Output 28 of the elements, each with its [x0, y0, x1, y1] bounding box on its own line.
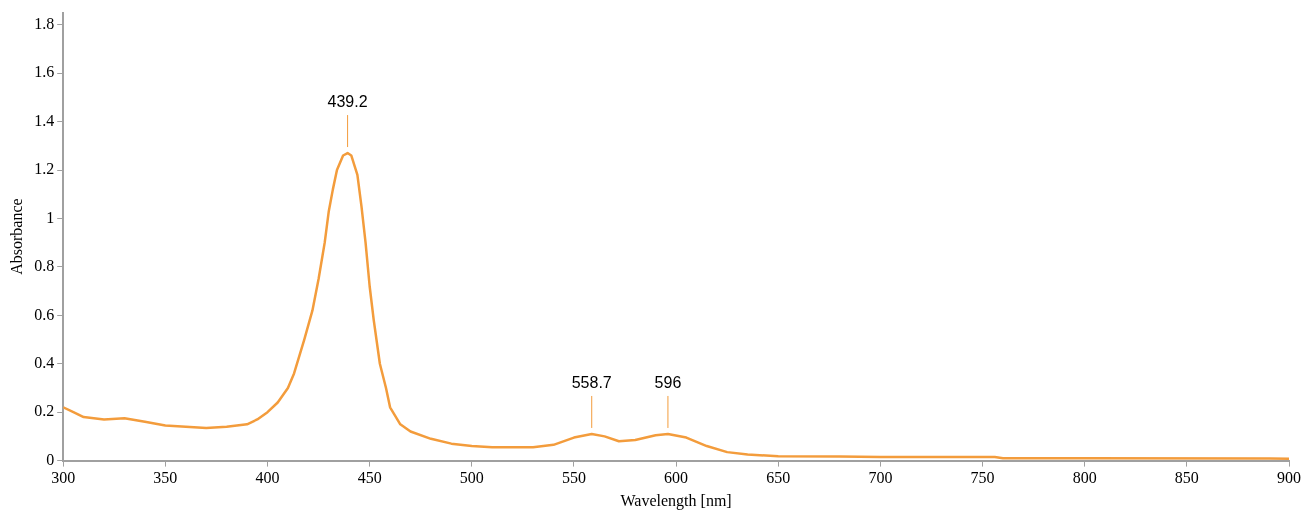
x-tick-label: 350 [153, 469, 178, 487]
x-tick-label: 600 [664, 469, 689, 487]
y-tick-label: 1 [46, 208, 55, 226]
x-tick-label: 400 [255, 469, 280, 487]
y-tick-label: 1.6 [34, 63, 55, 81]
y-axis-title: Absorbance [7, 198, 25, 275]
x-axis-title: Wavelength [nm] [620, 491, 732, 510]
x-tick-label: 850 [1174, 469, 1199, 487]
y-tick-label: 0.6 [34, 305, 55, 323]
y-tick-label: 0.2 [34, 402, 55, 420]
x-tick-label: 300 [51, 469, 76, 487]
y-tick-label: 1.2 [34, 160, 55, 178]
annotation: 596 [654, 374, 682, 392]
x-tick-label: 650 [766, 469, 791, 487]
y-tick-label: 0.4 [34, 353, 55, 371]
annotation: 439.2 [327, 93, 368, 111]
x-tick-label: 700 [868, 469, 893, 487]
x-tick-label: 550 [561, 469, 586, 487]
annotation: 558.7 [571, 374, 612, 392]
x-tick-label: 800 [1072, 469, 1097, 487]
y-tick-label: 0 [46, 450, 55, 468]
x-tick-label: 900 [1277, 469, 1301, 487]
x-tick-label: 750 [970, 469, 995, 487]
y-tick-label: 0.8 [34, 257, 55, 275]
y-tick-label: 1.4 [34, 111, 55, 129]
x-tick-label: 500 [459, 469, 484, 487]
y-tick-label: 1.8 [34, 14, 55, 32]
x-tick-label: 450 [357, 469, 382, 487]
